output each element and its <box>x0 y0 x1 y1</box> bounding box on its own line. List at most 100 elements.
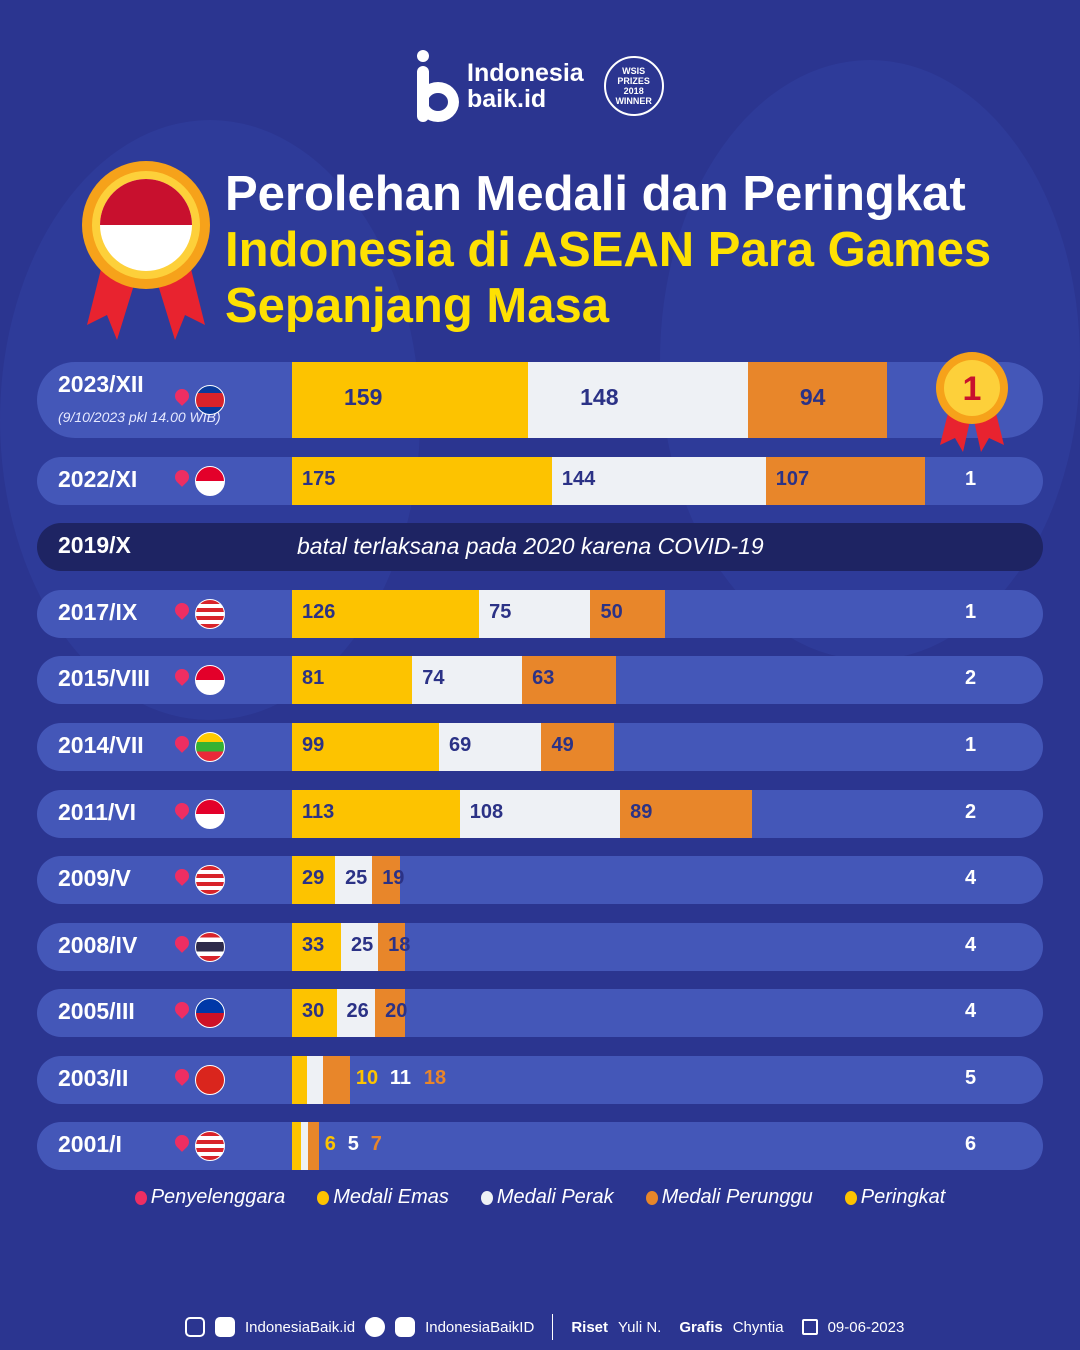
chart-row: 2001/I 6 5 7 6 <box>37 1122 1043 1170</box>
bar-silver: 144 <box>551 457 766 505</box>
bar-bronze <box>323 1056 350 1104</box>
legend-gold: Medali Emas <box>317 1186 449 1209</box>
value-bronze: 18 <box>388 934 411 956</box>
value-silver: 69 <box>449 734 472 756</box>
host-pin-icon <box>172 666 192 686</box>
bar-bronze: 20 <box>375 989 408 1037</box>
rank-value: 1 <box>965 468 977 490</box>
bar-silver <box>300 1122 309 1170</box>
value-gold: 126 <box>302 601 336 623</box>
value-bronze: 19 <box>382 867 405 889</box>
value-silver: 5 <box>347 1133 359 1155</box>
value-silver: 108 <box>469 801 504 823</box>
value-gold: 159 <box>344 384 383 410</box>
edition-label: 2011/VI <box>58 799 137 825</box>
legend-bronze: Medali Perunggu <box>645 1186 813 1209</box>
rank-value: 5 <box>965 1067 977 1089</box>
bar-gold: 175 <box>292 457 552 505</box>
bar-gold <box>292 1056 307 1104</box>
value-silver: 25 <box>345 867 368 889</box>
host-flag-icon <box>195 1131 225 1161</box>
rank-value: 4 <box>965 1000 977 1022</box>
svg-text:1: 1 <box>963 370 982 408</box>
medal-icon <box>82 161 210 340</box>
bar-bronze: 19 <box>372 856 404 904</box>
facebook-icon <box>215 1317 235 1337</box>
host-pin-icon <box>172 1132 192 1152</box>
host-pin-icon <box>172 386 192 406</box>
chart-row: 2008/IV 33 25 18 4 <box>37 923 1043 971</box>
rank-icon <box>844 1190 857 1205</box>
bar-silver: 74 <box>412 656 523 704</box>
bronze-medal-icon <box>645 1190 658 1205</box>
edition-label: 2001/I <box>58 1131 122 1157</box>
host-pin-icon <box>172 800 192 820</box>
chart-row: 2017/IX 126 75 50 1 <box>37 590 1043 638</box>
chart-row: 2011/VI 113 108 89 2 <box>37 790 1043 838</box>
host-pin-icon <box>172 933 192 953</box>
rank-value: 4 <box>965 934 977 956</box>
bar-silver: 25 <box>341 923 379 971</box>
twitter-icon <box>365 1317 386 1337</box>
gold-medal-icon <box>317 1190 330 1205</box>
host-pin-icon <box>172 866 192 886</box>
bar-gold: 113 <box>292 790 460 838</box>
bar-bronze: 63 <box>522 656 616 704</box>
chart-row: 2023/XII (9/10/2023 pkl 14.00 WIB) 159 148 9… <box>37 352 1043 452</box>
divider <box>552 1314 554 1340</box>
host-pin-icon <box>172 1066 192 1086</box>
bar-gold <box>292 1122 301 1170</box>
edition-label: 2019/X <box>58 532 131 558</box>
youtube-icon <box>395 1317 416 1337</box>
bar-silver: 26 <box>336 989 376 1037</box>
bar-bronze: 89 <box>620 790 753 838</box>
chart-row: 2015/VIII 81 74 63 2 <box>37 656 1043 704</box>
host-flag-icon <box>195 865 225 895</box>
value-bronze: 18 <box>423 1067 447 1089</box>
value-bronze: 63 <box>532 667 555 689</box>
host-flag-icon <box>195 385 225 415</box>
value-silver: 144 <box>561 468 596 490</box>
chart-row: 2022/XI 175 144 107 1 <box>37 457 1043 505</box>
legend-silver: Medali Perak <box>480 1186 614 1209</box>
value-gold: 33 <box>302 934 325 956</box>
host-flag-icon <box>195 998 225 1028</box>
host-pin-icon <box>172 733 192 753</box>
value-silver: 25 <box>351 934 374 956</box>
bar-bronze: 18 <box>378 923 410 971</box>
host-flag-icon <box>195 799 225 829</box>
value-silver: 11 <box>389 1067 412 1089</box>
value-bronze: 94 <box>799 384 826 410</box>
instagram-icon <box>185 1317 205 1337</box>
rank-medal-icon: 1 <box>936 352 1008 452</box>
host-pin-icon <box>172 999 192 1019</box>
bar-gold: 81 <box>292 656 413 704</box>
pin-icon <box>134 1190 147 1205</box>
host-pin-icon <box>172 600 192 620</box>
value-bronze: 50 <box>600 601 623 623</box>
edition-label: 2003/II <box>58 1065 129 1091</box>
edition-label: 2014/VII <box>58 732 144 758</box>
bar-silver: 108 <box>459 790 621 838</box>
value-bronze: 20 <box>385 1000 408 1022</box>
rank-value: 6 <box>965 1133 977 1155</box>
bar-gold: 99 <box>292 723 439 771</box>
rank-value: 2 <box>965 801 977 823</box>
value-gold: 99 <box>302 734 325 756</box>
silver-medal-icon <box>480 1190 493 1205</box>
value-bronze: 7 <box>370 1133 382 1155</box>
bar-bronze: 50 <box>590 590 665 638</box>
bar-gold: 33 <box>292 923 341 971</box>
value-gold: 175 <box>302 468 336 490</box>
edition-label: 2008/IV <box>58 932 138 958</box>
legend-rank: Peringkat <box>844 1186 945 1209</box>
rank-value: 4 <box>965 867 977 889</box>
bar-bronze: 94 <box>747 362 888 438</box>
chart-row: 2019/X batal terlaksana pada 2020 karena … <box>37 523 1043 571</box>
value-silver: 148 <box>580 384 619 410</box>
chart-row: 2009/V 29 25 19 4 <box>37 856 1043 904</box>
indonesiabaik-logo: Indonesia baik.id WSIS PRIZES 2018 WINNER <box>415 50 664 122</box>
host-flag-icon <box>195 1065 225 1095</box>
chart-row: 2003/II 10 11 18 5 <box>37 1056 1043 1104</box>
footer: IndonesiaBaik.id IndonesiaBaikID Riset Yu… <box>185 1314 904 1340</box>
